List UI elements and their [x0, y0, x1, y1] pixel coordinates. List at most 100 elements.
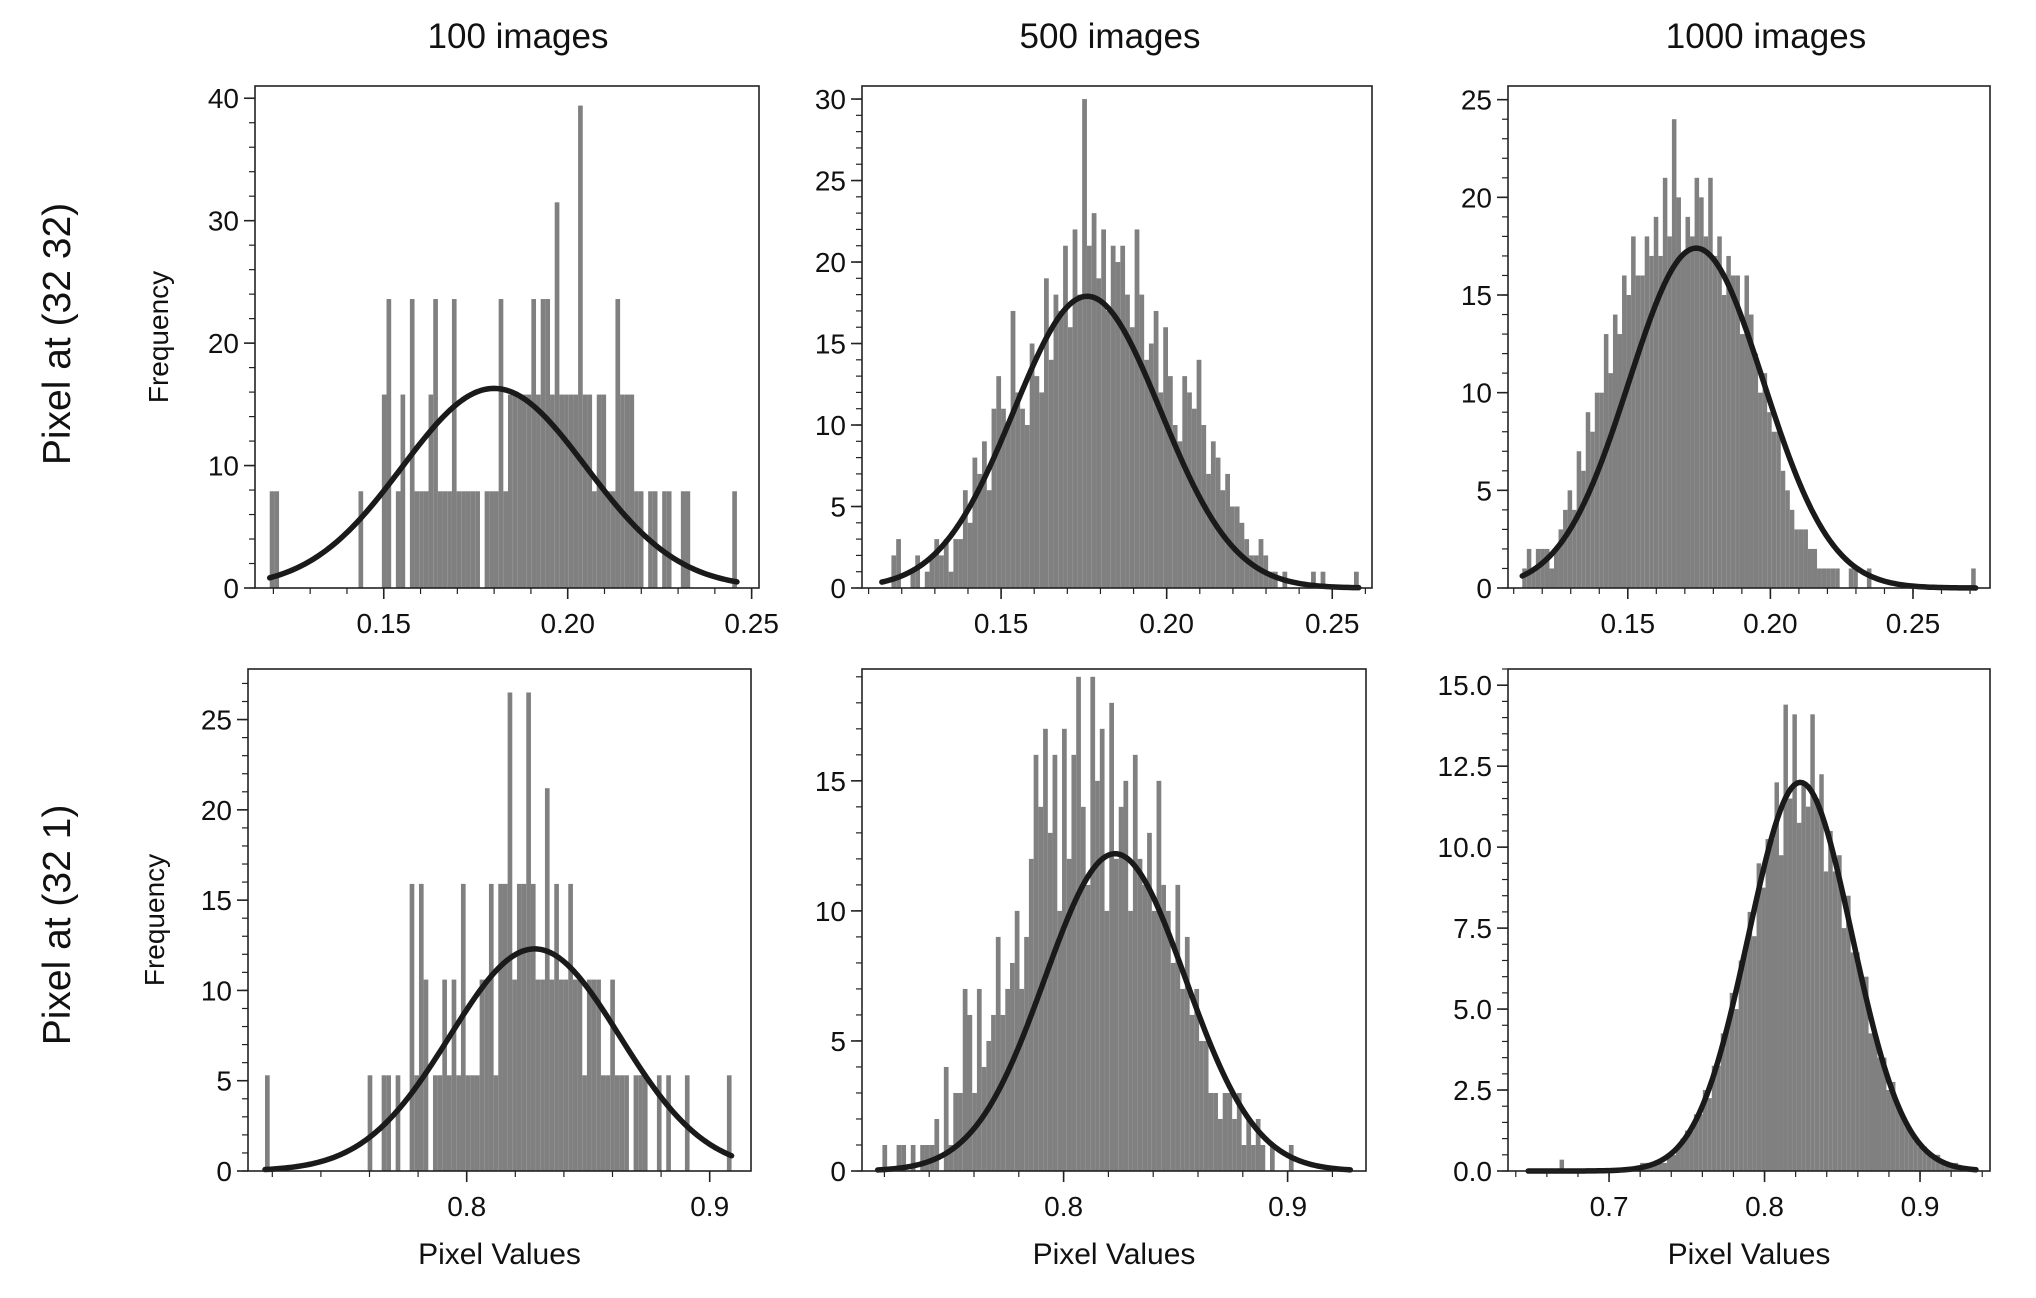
histogram-bar	[1675, 1146, 1681, 1171]
histogram-bar	[1213, 1092, 1218, 1171]
histogram-bar	[536, 394, 541, 588]
histogram-bar	[586, 979, 592, 1171]
histogram-bar	[1803, 529, 1808, 588]
histogram-bar	[1971, 568, 1976, 588]
y-tick-label: 10	[815, 410, 846, 441]
histogram-bar	[535, 979, 541, 1171]
histogram-bar	[1170, 962, 1176, 1171]
histogram-bar	[1531, 568, 1536, 588]
histogram-bar	[685, 491, 691, 588]
x-tick-label: 0.9	[1901, 1191, 1940, 1222]
histogram-bar	[1846, 895, 1851, 1171]
histogram-bar	[1716, 1065, 1721, 1171]
histogram-bar	[503, 491, 508, 588]
x-tick-label: 0.9	[690, 1191, 729, 1222]
histogram-bar	[610, 491, 616, 588]
histogram-bar	[1720, 1033, 1726, 1171]
histogram-bar	[474, 1075, 480, 1171]
panel-5: 0 5 10 15 0.8 0.9 Pixel Values	[815, 668, 1367, 1271]
histogram-bar	[1168, 376, 1173, 588]
histogram-bar	[1581, 470, 1586, 588]
histogram-bar	[1217, 1118, 1223, 1171]
histogram-bar	[1104, 910, 1110, 1171]
y-tick-label: 10	[815, 896, 846, 927]
plot-frame	[1507, 85, 1991, 589]
histogram-bar	[1109, 702, 1114, 1171]
histogram-bar	[577, 979, 583, 1171]
histogram-bar	[1215, 457, 1221, 588]
histogram-bar	[991, 408, 997, 588]
y-tick-label: 10	[201, 975, 232, 1006]
y-tick-label: 30	[208, 206, 239, 237]
histogram-bar	[1796, 822, 1802, 1171]
histogram-bar	[1320, 571, 1326, 588]
histogram-bar	[522, 394, 527, 588]
histogram-bar	[442, 979, 447, 1171]
histogram-bar	[1005, 988, 1011, 1171]
histogram-bar	[882, 1144, 888, 1171]
histogram-bar	[1044, 278, 1049, 588]
histogram-bar	[1761, 887, 1766, 1171]
panel-2: 0 5 10 15 20 25 30 0.15 0.20 0.25	[815, 84, 1373, 639]
histogram-bar	[1096, 278, 1102, 588]
histogram-bar	[1236, 1092, 1242, 1171]
histogram-bar	[517, 394, 523, 588]
histogram-bar	[1771, 431, 1777, 588]
normal-fit-curve	[1519, 245, 1979, 591]
y-tick-label: 10	[208, 451, 239, 482]
histogram-bar	[1158, 392, 1164, 588]
histogram-bar	[1033, 754, 1039, 1171]
histogram-bar	[1744, 275, 1749, 588]
histogram-bar	[564, 394, 569, 588]
row-title-pixel-32-1: Pixel at (32 1)	[36, 805, 79, 1046]
histogram-bar	[465, 1075, 471, 1171]
histogram-bar	[1752, 936, 1757, 1171]
panel-3: 0 5 10 15 20 25 0.15 0.20 0.25	[1461, 85, 1991, 639]
y-tick-label: 12.5	[1438, 751, 1493, 782]
y-tick-label: 10	[1461, 378, 1492, 409]
histogram-bar	[1835, 568, 1840, 588]
histogram-bar	[526, 692, 531, 1171]
histogram-bar	[1853, 568, 1858, 588]
y-tick-label: 20	[201, 795, 232, 826]
histogram-bar	[1770, 839, 1775, 1171]
histogram-bar	[624, 1075, 629, 1171]
histogram-bar	[1753, 353, 1759, 588]
y-tick-label: 5	[1476, 475, 1492, 506]
histogram-bar	[1817, 568, 1822, 588]
histogram-bar	[1931, 1154, 1936, 1171]
y-tick-label: 10.0	[1438, 832, 1493, 863]
histogram-bar	[1139, 294, 1145, 588]
histogram-bar	[614, 1075, 620, 1171]
histogram-bar	[446, 1075, 452, 1171]
histogram-bar	[1895, 1106, 1900, 1171]
histogram-bar	[1787, 798, 1793, 1171]
histogram-bar	[633, 1075, 639, 1171]
histogram-bar	[1114, 858, 1119, 1171]
histogram-bar	[924, 1144, 930, 1171]
histogram-bar	[680, 491, 686, 588]
histogram-bar	[1819, 774, 1824, 1171]
histogram-bar	[1805, 806, 1811, 1171]
histogram-bar	[563, 979, 569, 1171]
x-tick-label: 0.9	[1268, 1191, 1307, 1222]
histogram-bar	[573, 394, 579, 588]
histogram-bar	[1106, 310, 1111, 588]
histogram-bar	[1617, 334, 1623, 588]
y-tick-label: 5	[830, 1026, 846, 1057]
histogram-bar	[1944, 1162, 1950, 1171]
y-tick-label: 40	[208, 83, 239, 114]
histogram-bar	[1725, 1025, 1730, 1171]
histogram-bar	[512, 979, 517, 1171]
histogram-bar	[1756, 863, 1762, 1171]
histogram-bar	[447, 491, 452, 588]
histogram-bar	[409, 883, 415, 1171]
histogram-bar	[615, 299, 621, 588]
histogram-bar	[274, 491, 280, 588]
histogram-bar	[582, 1075, 587, 1171]
histogram-bar	[958, 1092, 963, 1171]
histogram-bar	[996, 376, 1002, 588]
histogram-bar	[929, 555, 935, 588]
histogram-bar	[1658, 1162, 1663, 1171]
histogram-bar	[545, 299, 551, 588]
